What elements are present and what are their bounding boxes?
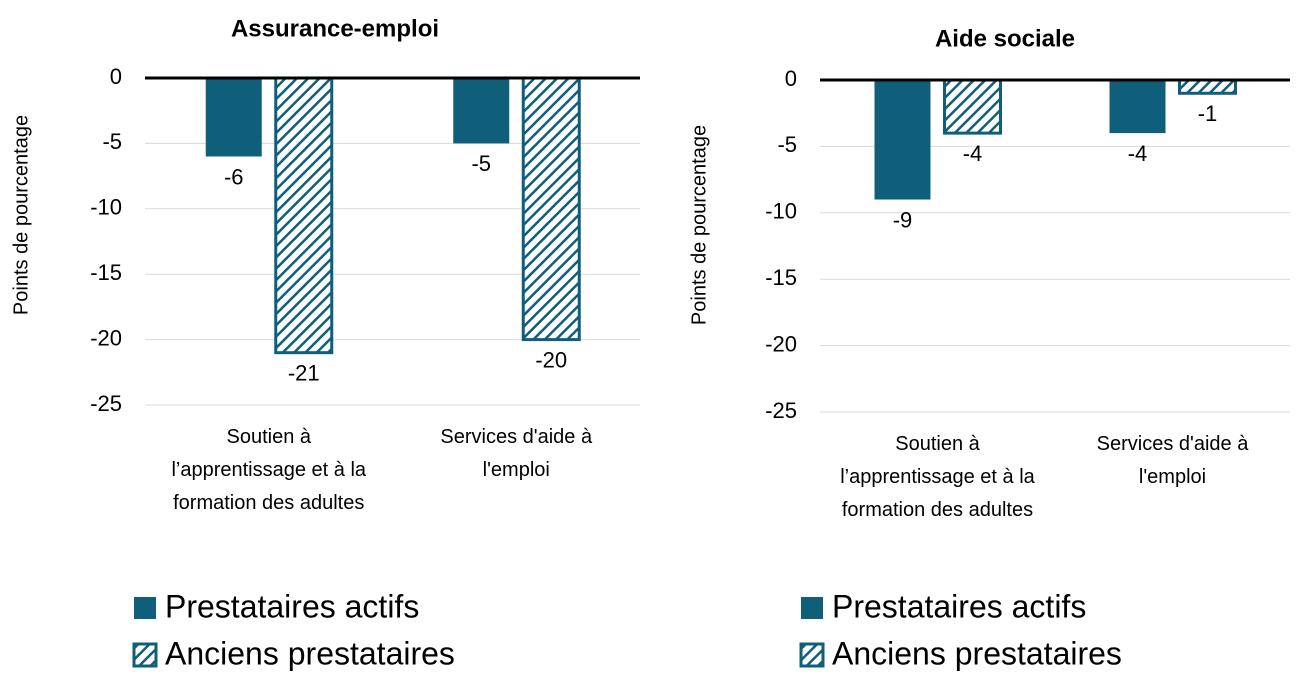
- y-tick-label: -10: [765, 199, 797, 224]
- y-tick-label: -25: [90, 391, 122, 416]
- bar: [874, 80, 931, 200]
- x-tick-label: Soutien à l’apprentissage et à la format…: [840, 433, 1035, 521]
- data-label: -21: [288, 360, 320, 385]
- x-tick-label-box: Soutien à l’apprentissage et à la format…: [171, 426, 367, 514]
- data-label: -9: [893, 207, 913, 232]
- chart-title: Aide sociale: [935, 25, 1075, 52]
- legend-label: Prestataires actifs: [832, 588, 1086, 624]
- legend-label: Anciens prestataires: [165, 635, 455, 671]
- data-label: -20: [535, 347, 567, 372]
- y-tick-label: -25: [765, 398, 797, 423]
- x-tick-label: Services d'aide à l'emploi: [1096, 433, 1249, 488]
- data-label: -4: [1128, 141, 1148, 166]
- y-tick-label: 0: [785, 66, 797, 91]
- x-tick-label: Soutien à l’apprentissage et à la format…: [171, 426, 367, 514]
- bar: [205, 78, 262, 157]
- bar: [521, 76, 581, 342]
- bar: [453, 78, 510, 144]
- x-tick-label: Services d'aide à l'emploi: [440, 426, 593, 481]
- bar: [943, 78, 1002, 135]
- legend-label: Anciens prestataires: [832, 635, 1122, 671]
- y-axis-label: Points de pourcentage: [10, 115, 32, 315]
- data-label: -5: [471, 151, 491, 176]
- y-tick-label: -15: [90, 260, 122, 285]
- legend-label: Prestataires actifs: [165, 588, 419, 624]
- y-axis-label: Points de pourcentage: [688, 125, 710, 325]
- y-tick-label: -20: [765, 331, 797, 356]
- y-tick-label: 0: [110, 64, 122, 89]
- y-tick-label: -10: [90, 195, 122, 220]
- x-tick-label-box: Soutien à l’apprentissage et à la format…: [840, 433, 1035, 521]
- data-label: -1: [1198, 101, 1218, 126]
- y-tick-label: -5: [102, 129, 122, 154]
- y-tick-label: -5: [777, 132, 797, 157]
- y-tick-label: -20: [90, 325, 122, 350]
- bar: [1109, 80, 1166, 134]
- data-label: -4: [963, 141, 983, 166]
- bar: [1178, 78, 1237, 95]
- legend-swatch: [801, 597, 823, 619]
- x-tick-label-box: Services d'aide à l'emploi: [440, 426, 593, 481]
- chart-title: Assurance-emploi: [231, 15, 439, 42]
- y-tick-label: -15: [765, 265, 797, 290]
- legend-swatch: [799, 642, 825, 668]
- data-label: -6: [224, 164, 244, 189]
- legend-swatch: [134, 597, 156, 619]
- bar: [274, 76, 334, 355]
- legend-swatch: [132, 642, 158, 668]
- x-tick-label-box: Services d'aide à l'emploi: [1096, 433, 1249, 488]
